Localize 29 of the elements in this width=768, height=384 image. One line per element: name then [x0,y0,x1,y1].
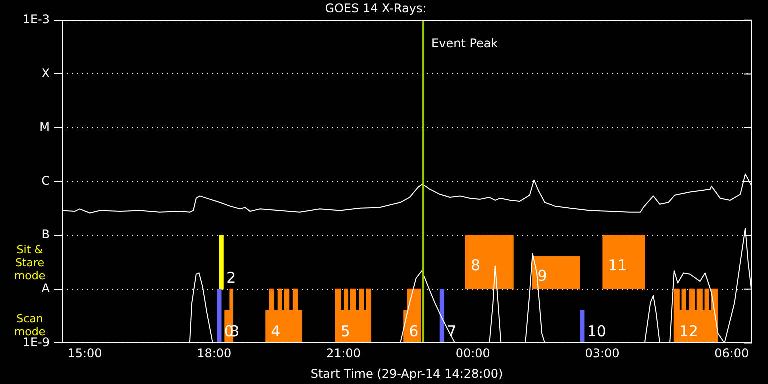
x-tick-label: 18:00 [197,346,232,361]
x-tick-label: 06:00 [714,346,750,361]
x-tick-label: 15:00 [68,346,102,361]
bar [217,289,222,344]
bar [219,235,224,290]
annotation: 9 [538,267,548,286]
annotation: 10 [587,322,606,341]
y-tick-label: C [42,174,50,188]
x-tick-label: 03:00 [585,346,620,361]
annotation: 8 [470,256,480,274]
annotation: 5 [340,322,350,341]
x-axis-title: Start Time (29-Apr-14 14:28:00) [310,366,504,381]
bar [580,310,585,344]
text: Sit & Stare mode [14,244,46,283]
y-tick-label: 1E-3 [22,12,50,27]
ref-line-label: Event Peak [432,36,498,51]
y-tick-label: M [40,120,50,134]
annotation: 2 [226,268,236,287]
chart-title: GOES 14 X-Rays: [325,1,427,16]
annotation: 12 [679,322,698,341]
x-tick-label: 00:00 [456,346,490,361]
annotation: 4 [271,322,281,341]
y-tick-label: X [42,66,50,80]
x-tick-label: 21:00 [326,346,362,361]
annotation: 6 [409,322,419,341]
y-tick-label: A [42,282,51,296]
y-tick-label: B [42,228,50,242]
annotation: 7 [447,322,457,341]
annotation: 11 [608,256,628,274]
